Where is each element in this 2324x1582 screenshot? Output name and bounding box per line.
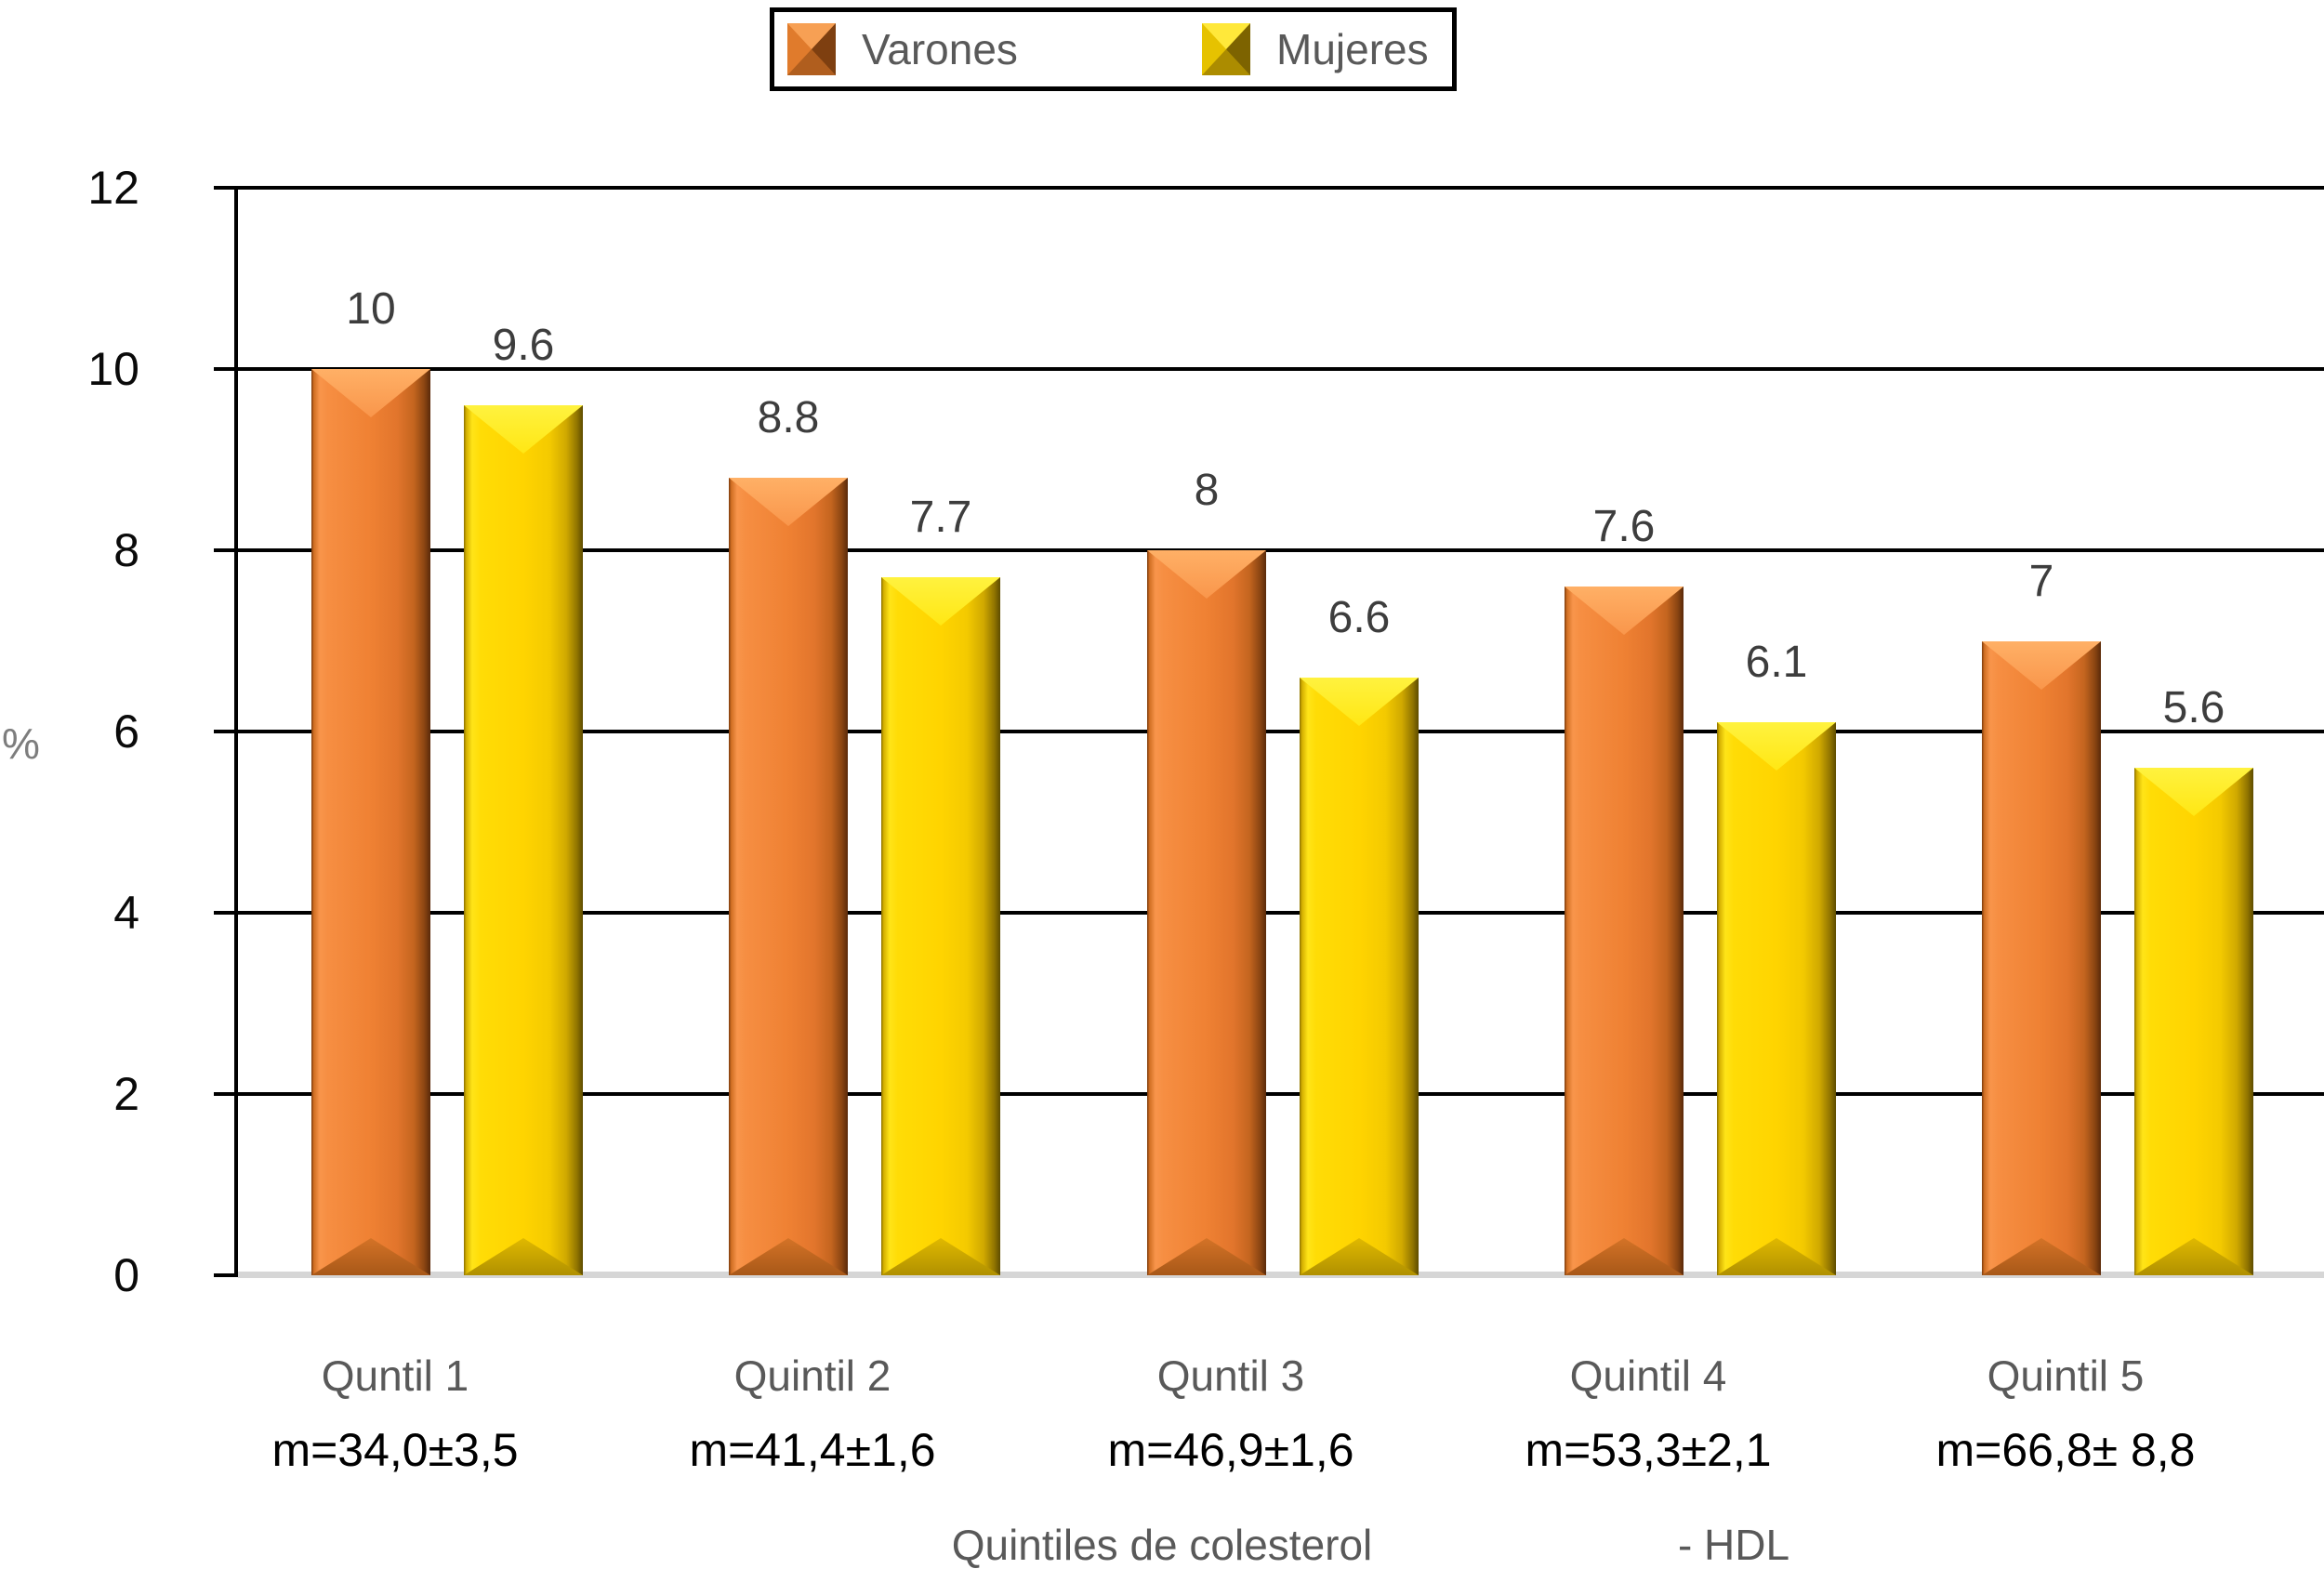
y-tick-label: 2 [113,1068,139,1120]
category-label-quintil-2: Quintil 2 [733,1351,891,1400]
mean-label-quintil-1: m=34,0±3,5 [271,1424,519,1476]
gridline-12 [234,186,2324,190]
y-tick [214,367,234,371]
value-label-mujeres-quintil-4: 6.1 [1745,638,1808,687]
y-tick [214,730,234,733]
mean-label-quintil-4: m=53,3±2,1 [1525,1424,1772,1476]
value-label-mujeres-quintil-3: 6.6 [1327,593,1391,642]
x-axis-title-main: Quintiles de colesterol [951,1521,1373,1569]
y-tick-label: 4 [113,887,139,939]
legend: Varones Mujeres [770,7,1457,91]
legend-entry-varones: Varones [787,12,1018,86]
mean-label-quintil-5: m=66,8± 8,8 [1935,1424,2196,1476]
y-tick [214,186,234,190]
value-label-mujeres-quintil-1: 9.6 [492,321,555,370]
gridline-6 [234,730,2324,733]
x-axis-title-hdl: - HDL [1677,1521,1790,1569]
gridline-10 [234,367,2324,371]
bar-varones-quintil-1 [311,369,430,1275]
bar-varones-quintil-3 [1147,550,1266,1275]
mujeres-swatch-icon [1202,23,1250,75]
category-label-quintil-4: Quintil 4 [1569,1351,1727,1400]
gridline-8 [234,548,2324,552]
bar-mujeres-quintil-2 [881,577,1000,1275]
value-label-varones-quintil-5: 7 [2028,557,2054,606]
category-label-quintil-5: Quintil 5 [1987,1351,2145,1400]
bar-varones-quintil-2 [729,478,848,1275]
value-label-varones-quintil-3: 8 [1194,466,1220,515]
y-tick-label: 0 [113,1249,139,1301]
category-label-quintil-3: Quntil 3 [1156,1351,1305,1400]
y-tick [214,1273,234,1277]
y-tick [214,1092,234,1096]
mean-label-quintil-3: m=46,9±1,6 [1107,1424,1354,1476]
baseline [238,1272,2324,1278]
legend-label-varones: Varones [862,25,1018,73]
value-label-mujeres-quintil-5: 5.6 [2162,683,2225,732]
y-tick [214,911,234,915]
y-axis-line [234,186,238,1277]
legend-entry-mujeres: Mujeres [1202,12,1429,86]
y-tick-label: 10 [87,343,139,395]
legend-label-mujeres: Mujeres [1276,25,1429,73]
bar-mujeres-quintil-3 [1300,678,1419,1275]
category-label-quintil-1: Quntil 1 [321,1351,469,1400]
y-tick-label: 8 [113,524,139,576]
gridline-4 [234,911,2324,915]
bar-mujeres-quintil-4 [1717,722,1836,1275]
bar-varones-quintil-4 [1565,587,1684,1275]
value-label-mujeres-quintil-2: 7.7 [909,493,972,542]
gridline-2 [234,1092,2324,1096]
mean-label-quintil-2: m=41,4±1,6 [689,1424,936,1476]
y-tick-label: 12 [87,162,139,214]
y-tick-label: 6 [113,705,139,758]
value-label-varones-quintil-2: 8.8 [757,393,820,442]
varones-swatch-icon [787,23,836,75]
bar-varones-quintil-5 [1982,641,2101,1275]
bar-mujeres-quintil-1 [464,405,583,1275]
bar-mujeres-quintil-5 [2134,768,2253,1275]
y-axis-title: % [2,719,40,768]
y-tick [214,548,234,552]
value-label-varones-quintil-4: 7.6 [1592,502,1656,551]
value-label-varones-quintil-1: 10 [346,284,396,334]
